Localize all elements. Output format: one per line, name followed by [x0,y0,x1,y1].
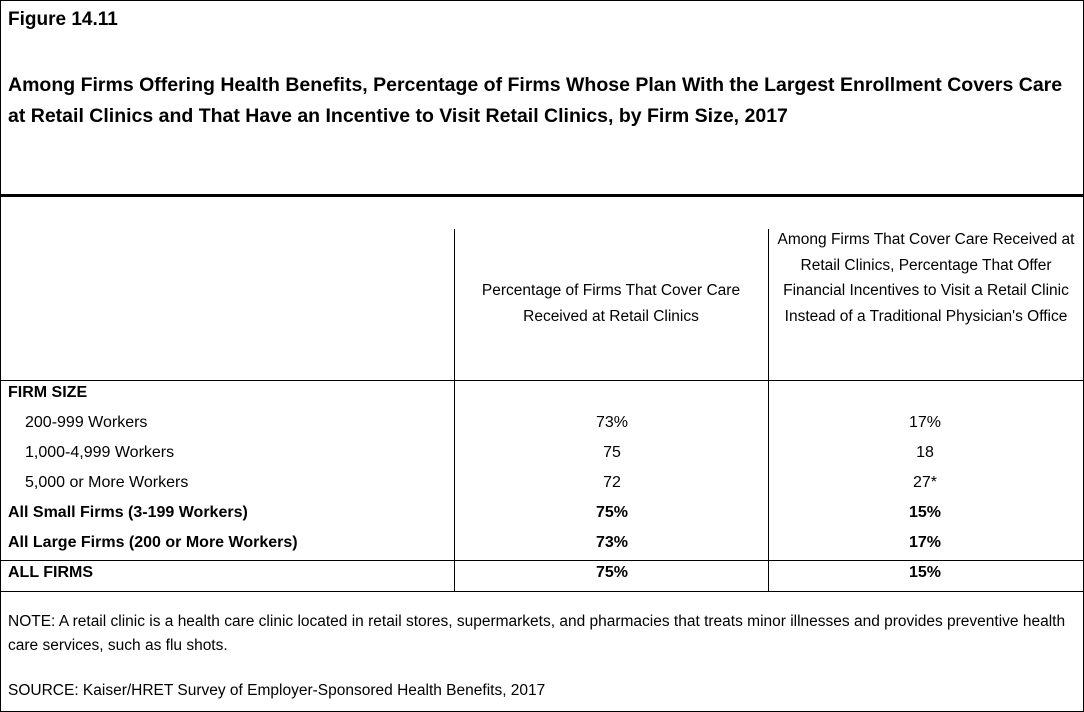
cell-coverage: 75% [595,504,629,521]
cell-incentive: 18 [916,444,934,461]
cell-incentive: 17% [908,414,942,431]
header-rule [1,380,1083,381]
section-row: FIRM SIZE [1,380,1083,410]
row-label: ALL FIRMS [8,564,94,581]
cell-incentive: 15% [908,504,942,521]
cell-coverage: 72 [603,474,621,491]
column-header-incentives: Among Firms That Cover Care Received at … [777,231,1075,325]
row-label: 1,000-4,999 Workers [25,444,175,461]
cell-coverage: 75 [603,444,621,461]
row-label: 200-999 Workers [25,414,148,431]
table-row: All Large Firms (200 or More Workers) 73… [1,530,1083,560]
cell-coverage: 73% [595,534,629,551]
row-label: All Large Firms (200 or More Workers) [8,534,298,551]
table-row: ALL FIRMS 75% 15% [1,560,1083,590]
source-text: SOURCE: Kaiser/HRET Survey of Employer-S… [8,682,546,699]
cell-coverage: 73% [595,414,629,431]
table-row: 1,000-4,999 Workers 75 18 [1,440,1083,470]
column-header-coverage: Percentage of Firms That Cover Care Rece… [481,282,741,325]
figure-label: Figure 14.11 [8,9,118,30]
table-bottom-rule [1,591,1083,592]
table-row: 5,000 or More Workers 72 27* [1,470,1083,500]
total-rule [1,560,1083,561]
cell-incentive: 27* [912,474,938,491]
column-divider-2 [768,229,769,591]
row-label: All Small Firms (3-199 Workers) [8,504,248,521]
cell-incentive: 15% [908,564,942,581]
table-row: 200-999 Workers 73% 17% [1,410,1083,440]
cell-incentive: 17% [908,534,942,551]
section-label: FIRM SIZE [8,384,88,401]
row-label: 5,000 or More Workers [25,474,189,491]
cell-coverage: 75% [595,564,629,581]
table-row: All Small Firms (3-199 Workers) 75% 15% [1,500,1083,530]
figure-title: Among Firms Offering Health Benefits, Pe… [8,74,1063,127]
column-divider-1 [454,229,455,591]
title-divider [1,194,1083,197]
note-text: NOTE: A retail clinic is a health care c… [8,613,1066,654]
